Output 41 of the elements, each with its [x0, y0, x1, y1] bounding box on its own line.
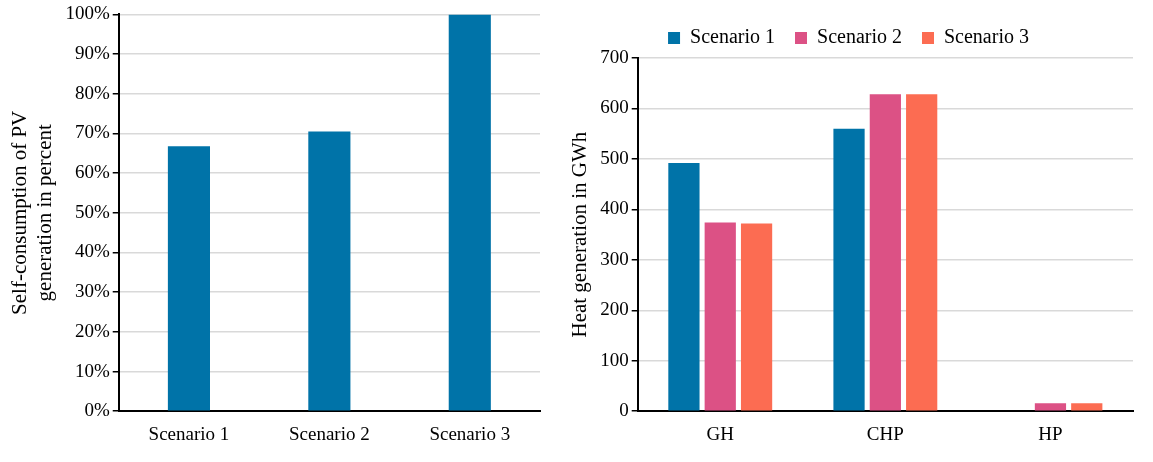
y-axis-title: Heat generation in GWh [567, 131, 592, 338]
y-tick-label: 100 [600, 348, 629, 370]
y-tick-label: 30% [74, 280, 110, 302]
bar [668, 162, 700, 411]
bar [1071, 403, 1103, 411]
x-tick-label: HP [1038, 422, 1063, 444]
legend-label: Scenario 3 [943, 25, 1029, 48]
y-tick-label: 0 [619, 399, 629, 421]
y-axis-title: Self-consumption of PV generation in percent [7, 110, 57, 315]
y-tick-label: 80% [74, 81, 110, 103]
y-tick-label: 20% [74, 319, 110, 341]
y-tick-label: 500 [600, 146, 629, 168]
x-tick-label: GH [706, 422, 735, 444]
bar [167, 146, 210, 411]
x-tick-label: Scenario 2 [289, 422, 370, 444]
y-tick-label: 10% [74, 359, 110, 381]
bar [704, 222, 736, 411]
y-tick-label: 600 [600, 96, 629, 118]
y-tick-label: 40% [74, 240, 110, 262]
y-tick-label: 700 [600, 45, 629, 67]
x-tick-label: Scenario 3 [429, 422, 511, 444]
y-tick-label: 400 [600, 197, 629, 219]
y-tick-label: 300 [600, 247, 629, 269]
y-tick-label: 100% [65, 2, 110, 24]
bar [308, 131, 351, 411]
bar [906, 94, 938, 411]
bar [740, 223, 773, 411]
bar [833, 128, 865, 411]
y-tick-label: 90% [74, 42, 110, 64]
y-tick-label: 200 [600, 298, 629, 320]
y-tick-label: 70% [74, 121, 110, 143]
bar [448, 14, 491, 411]
y-tick-label: 50% [74, 200, 110, 222]
x-tick-label: CHP [866, 422, 904, 444]
y-tick-label: 0% [84, 399, 110, 421]
legend-label: Scenario 2 [817, 25, 902, 48]
bar [869, 94, 901, 411]
y-tick-label: 60% [74, 161, 110, 183]
legend-label: Scenario 1 [690, 25, 776, 48]
x-tick-label: Scenario 1 [148, 422, 230, 444]
bar [1034, 403, 1067, 411]
